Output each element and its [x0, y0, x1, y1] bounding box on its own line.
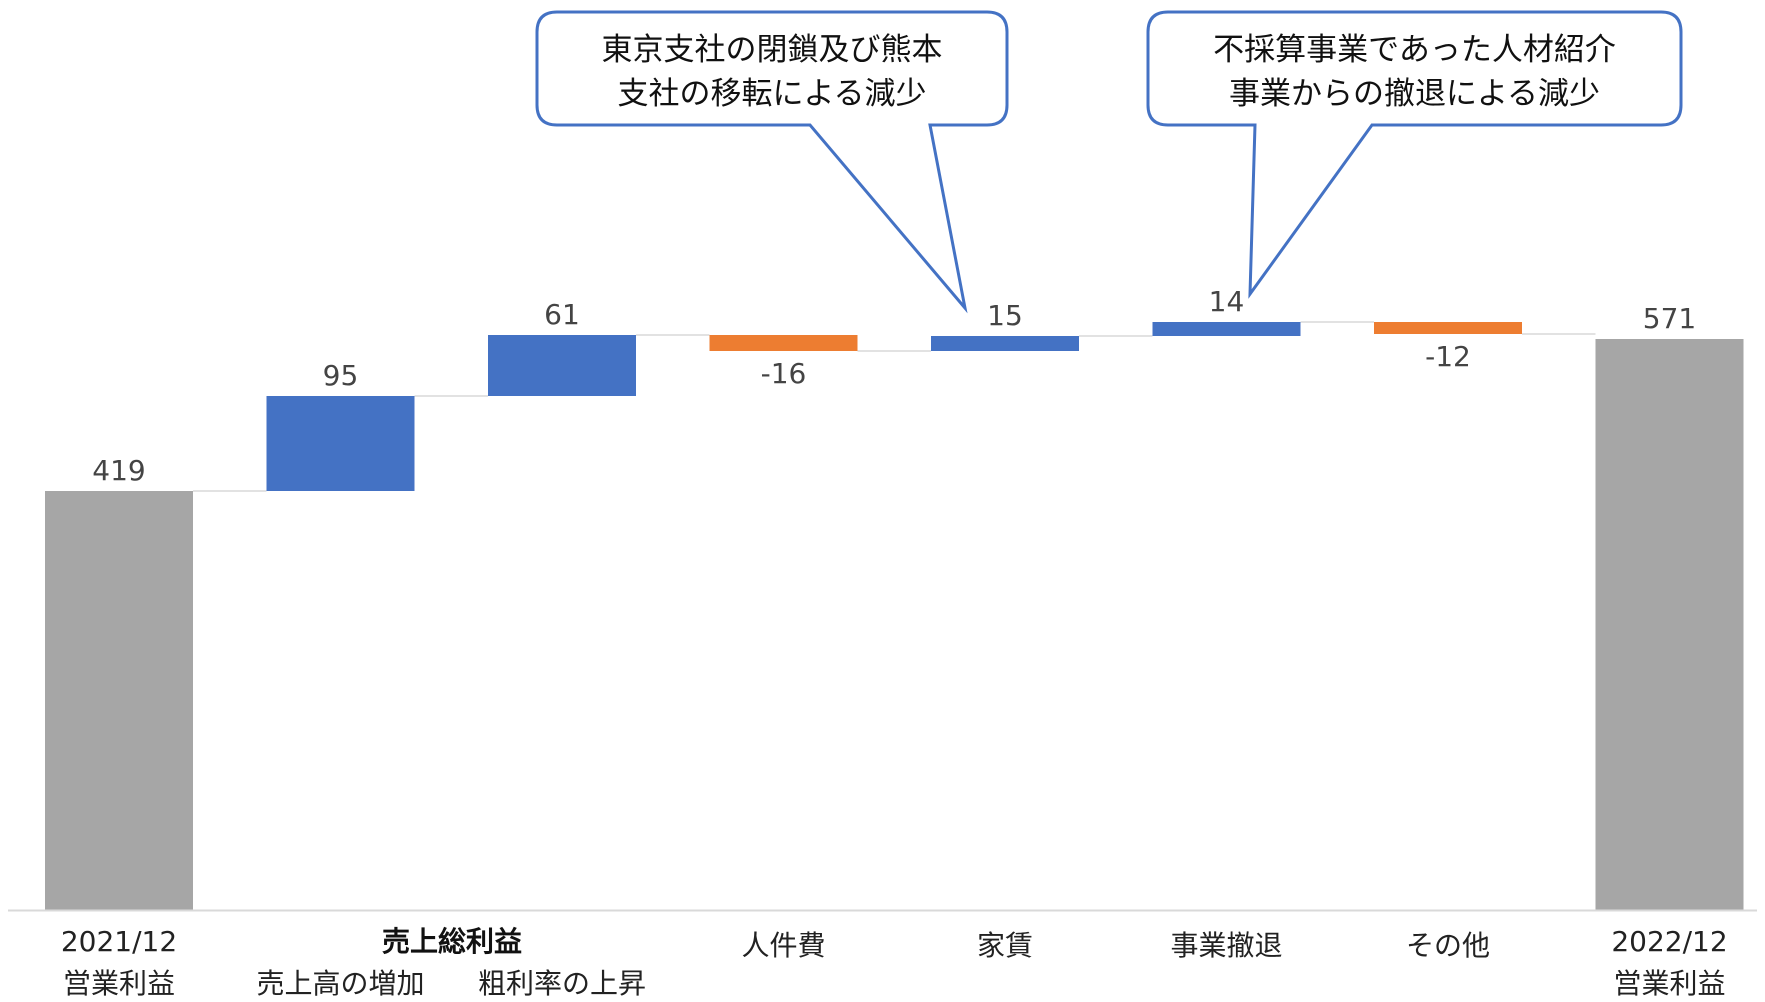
- bar-increase: [266, 396, 415, 491]
- category-label: 粗利率の上昇: [478, 967, 646, 1000]
- data-label: -16: [761, 357, 807, 390]
- category-label: 営業利益: [63, 967, 175, 1000]
- bars: [45, 322, 1744, 910]
- category-label: 家賃: [977, 929, 1033, 962]
- category-labels: 売上総利益 2021/12 営業利益 売上高の増加 粗利率の上昇 人件費 家賃 事業撤退 その…: [61, 925, 1728, 1000]
- data-label: 571: [1643, 302, 1696, 335]
- group-label: 売上総利益: [382, 925, 522, 958]
- bar-increase: [1152, 322, 1301, 336]
- bar-total: [1595, 339, 1744, 910]
- category-label: 事業撤退: [1170, 929, 1282, 962]
- data-label: -12: [1425, 340, 1471, 373]
- category-label: 営業利益: [1613, 967, 1725, 1000]
- callout-text: 不採算事業であった人材紹介: [1213, 32, 1616, 68]
- category-label: 2022/12: [1611, 925, 1727, 958]
- data-label: 15: [987, 299, 1023, 332]
- bar-increase: [931, 336, 1079, 351]
- data-label: 95: [323, 359, 359, 392]
- callout-text: 事業からの撤退による減少: [1229, 76, 1600, 112]
- category-label: その他: [1406, 929, 1490, 962]
- bar-total: [45, 491, 193, 910]
- value-labels: 419 95 61 -16 15 14 -12 571: [92, 285, 1696, 487]
- callout-box: [535, 10, 1009, 314]
- callout-box: [1146, 10, 1683, 299]
- bar-increase: [488, 335, 636, 396]
- bar-decrease: [1374, 322, 1522, 334]
- data-label: 14: [1209, 285, 1245, 318]
- callout-text: 支社の移転による減少: [617, 76, 926, 112]
- connector-lines: [193, 321, 1596, 492]
- data-label: 61: [544, 298, 580, 331]
- category-label: 2021/12: [61, 925, 177, 958]
- data-label: 419: [92, 454, 145, 487]
- category-label: 人件費: [741, 929, 825, 962]
- category-label: 売上高の増加: [256, 967, 424, 1000]
- callout-text: 東京支社の閉鎖及び熊本: [602, 32, 943, 68]
- bar-decrease: [709, 335, 858, 351]
